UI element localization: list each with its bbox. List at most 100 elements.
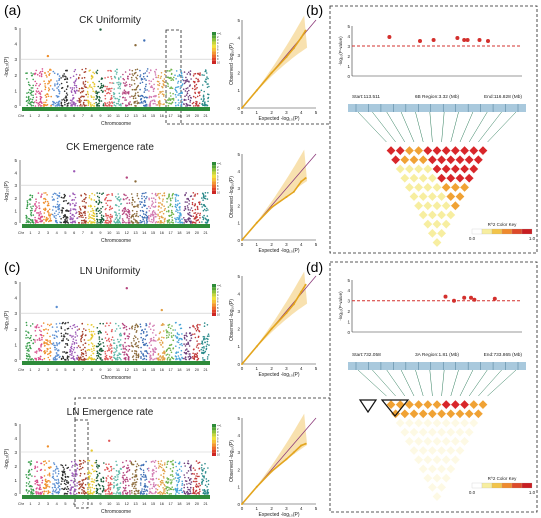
ld-heatmap-cell [459, 164, 470, 174]
ld-heatmap-cell [441, 164, 452, 174]
chromosome-tick: 1 [29, 368, 31, 372]
snp-point [149, 488, 151, 490]
r2-legend-tick: 0.0 [469, 490, 476, 495]
snp-point [149, 359, 151, 361]
snp-point [53, 89, 55, 92]
snp-point [136, 330, 138, 332]
density-key-label: 8 [217, 306, 219, 310]
snp-point [62, 216, 65, 219]
qq-point [304, 283, 307, 286]
snp-point [48, 74, 50, 76]
density-key-label: 8 [217, 184, 219, 188]
manhattan-y-tick: 4 [14, 171, 17, 176]
snp-point [157, 462, 160, 465]
snp-point [194, 195, 196, 197]
ld-heatmap-cell [432, 237, 442, 248]
chromosome-tick: 5 [64, 502, 66, 506]
ld-heatmap-cell [418, 445, 429, 456]
snp-point [30, 206, 32, 208]
snp-point [89, 103, 92, 106]
snp-point [70, 221, 72, 224]
snp-point [60, 221, 62, 224]
snp-point [187, 87, 189, 89]
snp-point [98, 349, 101, 352]
snp-point [140, 356, 142, 358]
snp-point [140, 332, 142, 335]
snp-point [98, 98, 100, 101]
snp-point [67, 466, 70, 469]
snp-point [113, 339, 115, 342]
snp-point [142, 343, 145, 346]
ld-heatmap-cell [427, 154, 438, 165]
snp-point [203, 337, 205, 340]
panel-frames [74, 5, 538, 513]
snp-point [63, 90, 66, 92]
snp-point [141, 206, 143, 209]
snp-point [48, 212, 50, 214]
snp-point [81, 323, 83, 325]
snp-point [35, 82, 38, 85]
snp-point [60, 326, 62, 328]
snp-point [61, 339, 63, 342]
snp-point [85, 104, 87, 107]
qq-point [255, 345, 258, 348]
snp-point [201, 341, 204, 344]
chromosome-tick: 18 [177, 502, 181, 506]
snp-point [44, 200, 47, 203]
snp-point [185, 332, 188, 334]
snp-point [91, 76, 94, 79]
snp-point [74, 220, 76, 222]
snp-point [183, 99, 186, 101]
snp-point [153, 219, 155, 221]
region-snp-point [477, 38, 482, 42]
snp-point [96, 345, 98, 348]
snp-point [83, 76, 86, 79]
snp-point [54, 349, 56, 351]
snp-point [102, 487, 105, 490]
snp-point [187, 71, 190, 74]
ld-heatmap-cell [445, 427, 456, 438]
snp-point [181, 338, 183, 341]
snp-point [27, 471, 30, 473]
snp-point [144, 72, 147, 74]
snp-point [199, 201, 201, 203]
snp-point [40, 346, 42, 348]
snp-point [64, 464, 67, 467]
snp-point [129, 493, 131, 495]
snp-point [49, 491, 51, 494]
snp-point [64, 479, 67, 481]
snp-point [177, 194, 180, 197]
snp-point [83, 71, 86, 73]
snp-point [50, 95, 52, 98]
snp-point [26, 201, 29, 204]
snp-point [136, 195, 139, 197]
snp-point [134, 474, 137, 476]
snp-point [92, 90, 94, 92]
manhattan-x-label: Chromosome [101, 509, 131, 515]
snp-point [169, 87, 171, 89]
snp-point [164, 70, 166, 72]
snp-point [58, 205, 60, 208]
snp-point [181, 76, 184, 78]
snp-point [176, 469, 179, 472]
snp-point [44, 82, 46, 85]
snp-point [148, 205, 150, 208]
snp-point [145, 342, 148, 345]
ld-heatmap-cell [422, 436, 433, 447]
qq-point [255, 221, 258, 224]
density-key-swatch [212, 424, 216, 428]
snp-point [55, 217, 57, 220]
r2-legend-swatch [491, 482, 503, 489]
snp-point [72, 340, 74, 343]
snp-point [30, 213, 32, 215]
snp-point [90, 330, 93, 333]
snp-point [104, 77, 106, 79]
snp-point [57, 480, 60, 482]
ld-heatmap-cell [409, 427, 419, 438]
snp-point [89, 487, 91, 489]
snp-point [135, 345, 137, 348]
snp-point [164, 462, 166, 464]
density-key-swatch [212, 181, 216, 185]
ld-heatmap-cell [464, 154, 475, 165]
snp-point [105, 463, 107, 466]
